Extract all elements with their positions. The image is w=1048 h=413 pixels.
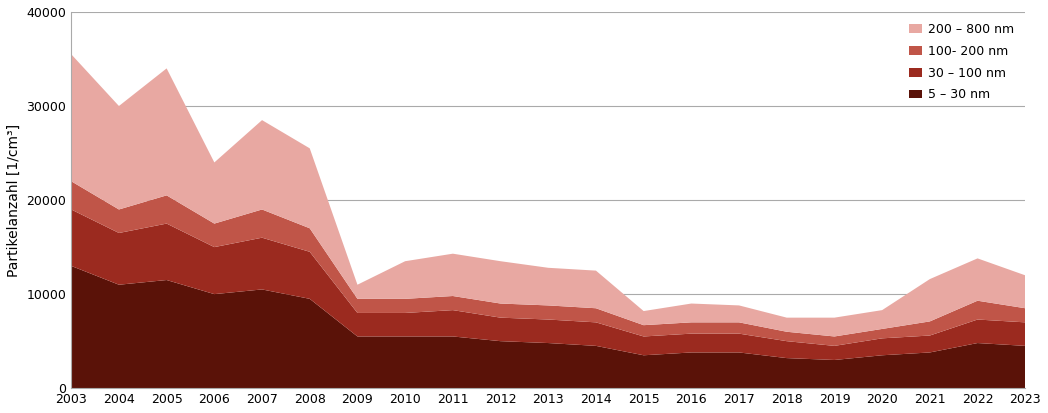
Legend: 200 – 800 nm, 100- 200 nm, 30 – 100 nm, 5 – 30 nm: 200 – 800 nm, 100- 200 nm, 30 – 100 nm, …	[904, 18, 1019, 107]
Y-axis label: Partikelanzahl [1/cm³]: Partikelanzahl [1/cm³]	[7, 123, 21, 277]
